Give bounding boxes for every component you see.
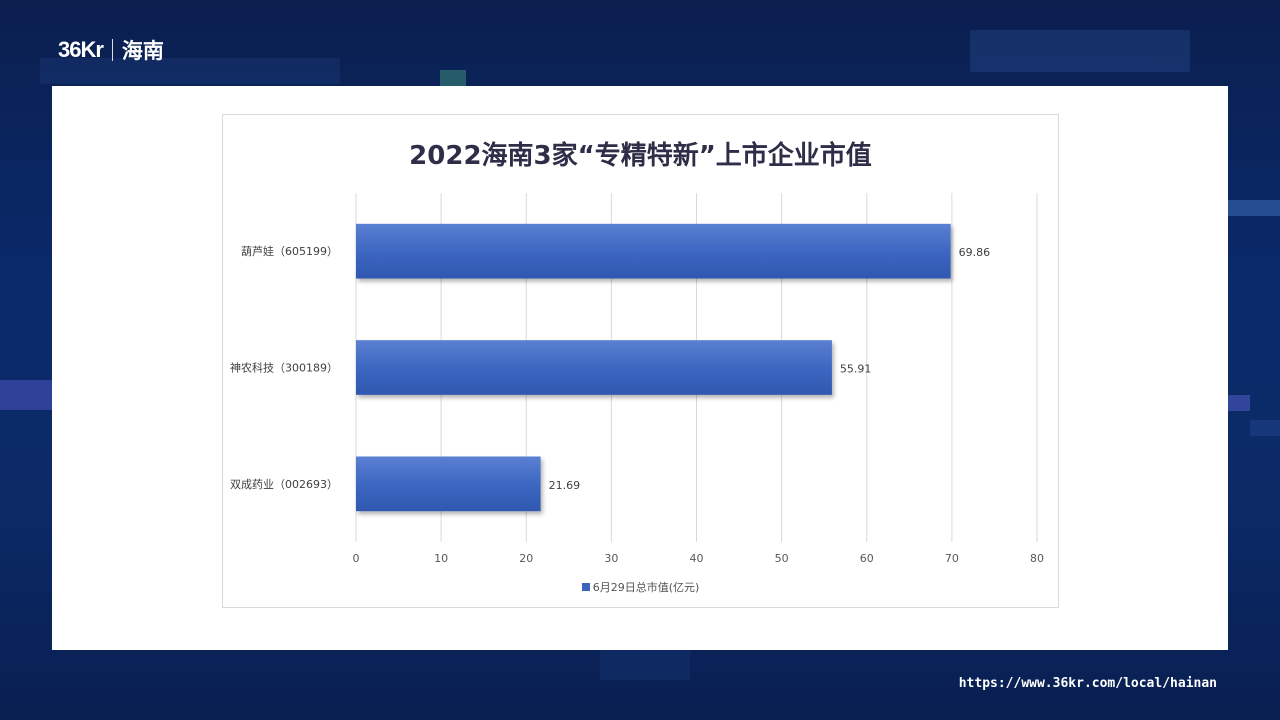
chart-card: 2022海南3家“专精特新”上市企业市值 0 10 20 30 40 50 60 70 80 葫芦… [52, 86, 1228, 650]
chart-legend: 6月29日总市值(亿元) [223, 579, 1058, 595]
x-tick-label: 30 [604, 552, 618, 565]
bar [356, 223, 951, 279]
category-label: 葫芦娃（605199） [241, 245, 338, 258]
x-tick-label: 40 [690, 552, 704, 565]
logo-divider [111, 39, 113, 61]
labels: 0 10 20 30 40 50 60 70 80 葫芦娃（605199） 69.86 神农科技（30… [230, 245, 1044, 565]
x-tick-label: 50 [775, 552, 789, 565]
bar [356, 340, 832, 395]
x-tick-label: 0 [353, 552, 360, 565]
logo-city: 海南 [121, 39, 164, 63]
x-tick-label: 60 [860, 552, 874, 565]
data-label: 55.91 [840, 363, 872, 376]
bars [356, 223, 951, 512]
data-label: 21.69 [549, 479, 581, 492]
brand-logo: 36Kr 海南 [58, 34, 164, 66]
data-label: 69.86 [959, 246, 991, 259]
bar [356, 456, 541, 512]
chart-title: 2022海南3家“专精特新”上市企业市值 [409, 141, 872, 171]
x-tick-label: 80 [1030, 552, 1044, 565]
legend-swatch [581, 583, 590, 591]
x-tick-label: 70 [945, 552, 959, 565]
chart-frame: 2022海南3家“专精特新”上市企业市值 0 10 20 30 40 50 60 70 80 葫芦… [222, 114, 1059, 608]
x-tick-label: 10 [434, 552, 448, 565]
legend-label: 6月29日总市值(亿元) [592, 581, 700, 594]
category-label: 双成药业（002693） [230, 478, 338, 491]
bar-chart: 0 10 20 30 40 50 60 70 80 葫芦娃（605199） 69.86 神农科技（30… [230, 193, 1044, 565]
x-tick-label: 20 [519, 552, 533, 565]
category-label: 神农科技（300189） [230, 361, 338, 375]
logo-mark: 36Kr [58, 37, 104, 62]
footer-url[interactable]: https://www.36kr.com/local/hainan [958, 676, 1217, 691]
